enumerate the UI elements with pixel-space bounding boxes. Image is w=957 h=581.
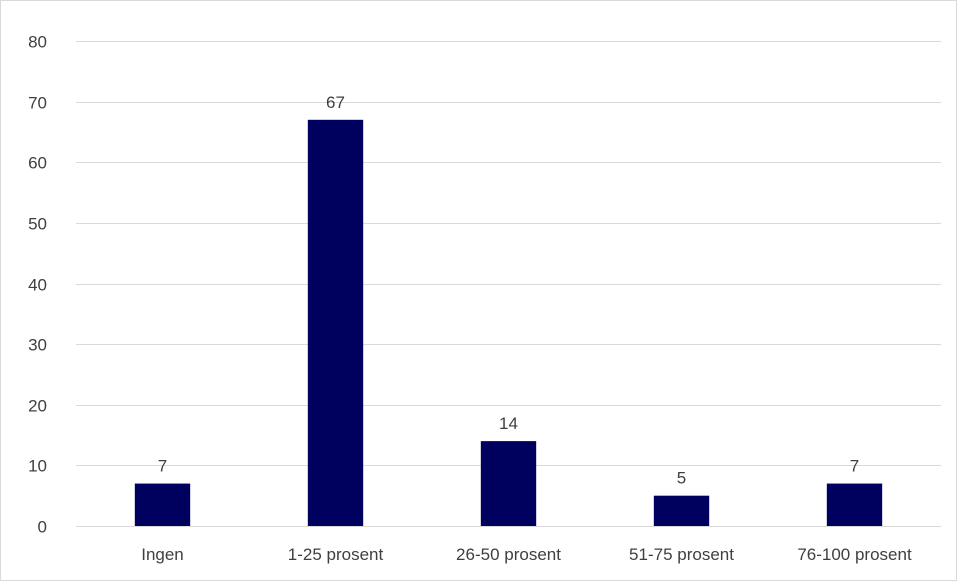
y-tick-label: 80: [28, 33, 47, 52]
y-tick-label: 30: [28, 336, 47, 355]
y-tick-label: 60: [28, 154, 47, 173]
x-tick-label-2: 26-50 prosent: [456, 545, 561, 564]
y-tick-label: 10: [28, 457, 47, 476]
bar-4: [826, 483, 883, 526]
y-tick-label: 70: [28, 94, 47, 113]
x-tick-label-4: 76-100 prosent: [797, 545, 912, 564]
x-axis-tick-labels: Ingen 1-25 prosent 26-50 prosent 51-75 pros…: [141, 545, 912, 564]
bar-0: [134, 483, 191, 526]
data-label-4: 7: [850, 457, 859, 476]
data-label-2: 14: [499, 414, 518, 433]
y-tick-label: 40: [28, 276, 47, 295]
x-tick-label-1: 1-25 prosent: [288, 545, 384, 564]
data-label-0: 7: [158, 457, 167, 476]
bar-3: [653, 495, 710, 526]
data-label-1: 67: [326, 93, 345, 112]
y-tick-label: 0: [38, 518, 47, 537]
bar-2: [480, 441, 537, 526]
bar-1: [307, 119, 364, 526]
x-tick-label-3: 51-75 prosent: [629, 545, 734, 564]
data-labels: 7 67 14 5 7: [158, 93, 859, 488]
data-label-3: 5: [677, 469, 686, 488]
y-tick-label: 20: [28, 397, 47, 416]
bars: [134, 119, 883, 526]
y-axis-tick-labels: 0 10 20 30 40 50 60 70 80: [28, 33, 47, 537]
y-tick-label: 50: [28, 215, 47, 234]
gridlines: [76, 41, 941, 527]
x-tick-label-0: Ingen: [141, 545, 184, 564]
